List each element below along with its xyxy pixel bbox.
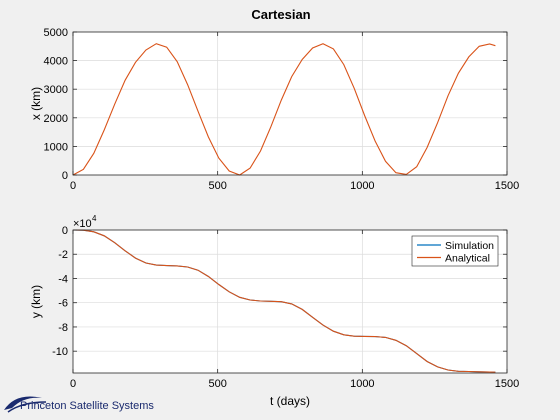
y-tick-label: 1000: [44, 141, 68, 153]
series-line-x-position: [72, 43, 496, 176]
x-tick-label: 500: [208, 378, 226, 390]
y-tick-label: 0: [62, 225, 68, 237]
y-tick-label: 4000: [44, 56, 68, 68]
x-tick-label: 1000: [350, 180, 374, 192]
y-exponent-label: ×10: [73, 218, 92, 230]
company-name: Princeton Satellite Systems: [20, 400, 154, 412]
plot-y-vs-time: 0 500 1000 1500 0 -2 -4 -6 -8 -10 y (km) t (days) ×1…: [29, 214, 519, 408]
legend-label-simulation: Simulation: [445, 240, 494, 252]
y-axis-label: x (km): [29, 87, 43, 120]
x-tick-label: 1500: [495, 378, 519, 390]
legend-label-analytical: Analytical: [445, 253, 490, 265]
x-tick-label: 0: [70, 180, 76, 192]
y-tick-label: -6: [58, 298, 68, 310]
y-tick-label: -8: [58, 322, 68, 334]
plot-area: [73, 32, 507, 175]
x-tick-label: 0: [70, 378, 76, 390]
series-line-analytical: [72, 229, 496, 373]
x-axis-label: t (days): [270, 394, 310, 408]
y-tick-label: 3000: [44, 84, 68, 96]
y-tick-label: 0: [62, 170, 68, 182]
y-tick-label: -4: [58, 273, 68, 285]
y-exponent-power: 4: [92, 214, 97, 223]
figure-title: Cartesian: [251, 7, 310, 22]
x-tick-label: 1000: [350, 378, 374, 390]
x-tick-label: 500: [208, 180, 226, 192]
legend-box: [411, 235, 499, 267]
plot-x-vs-time: 0 500 1000 1500 0 1000 2000 3000 4000 5000 x (km): [29, 27, 519, 192]
plot-frame: [72, 229, 508, 374]
psl-logo-icon: [4, 396, 47, 413]
y-tick-label: 5000: [44, 27, 68, 39]
x-tick-label: 1500: [495, 180, 519, 192]
y-axis-label: y (km): [29, 285, 43, 318]
y-tick-label: 2000: [44, 113, 68, 125]
y-tick-label: -10: [52, 346, 68, 358]
y-tick-label: -2: [58, 249, 68, 261]
plot-frame: [72, 31, 508, 176]
